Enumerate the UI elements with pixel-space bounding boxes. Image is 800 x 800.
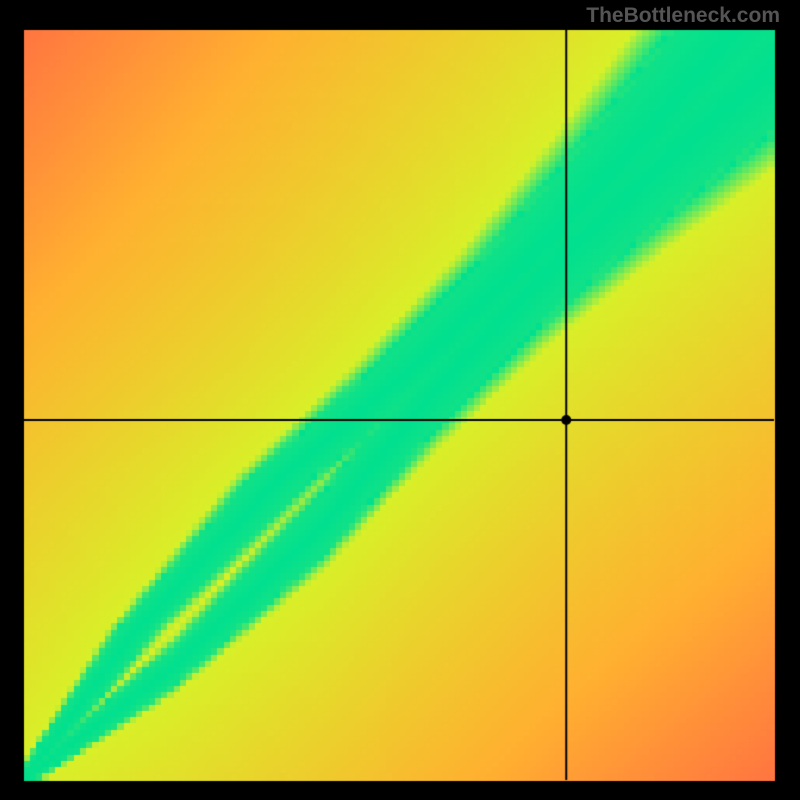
chart-container: TheBottleneck.com [0, 0, 800, 800]
watermark-label: TheBottleneck.com [586, 4, 780, 28]
bottleneck-heatmap [0, 0, 800, 800]
